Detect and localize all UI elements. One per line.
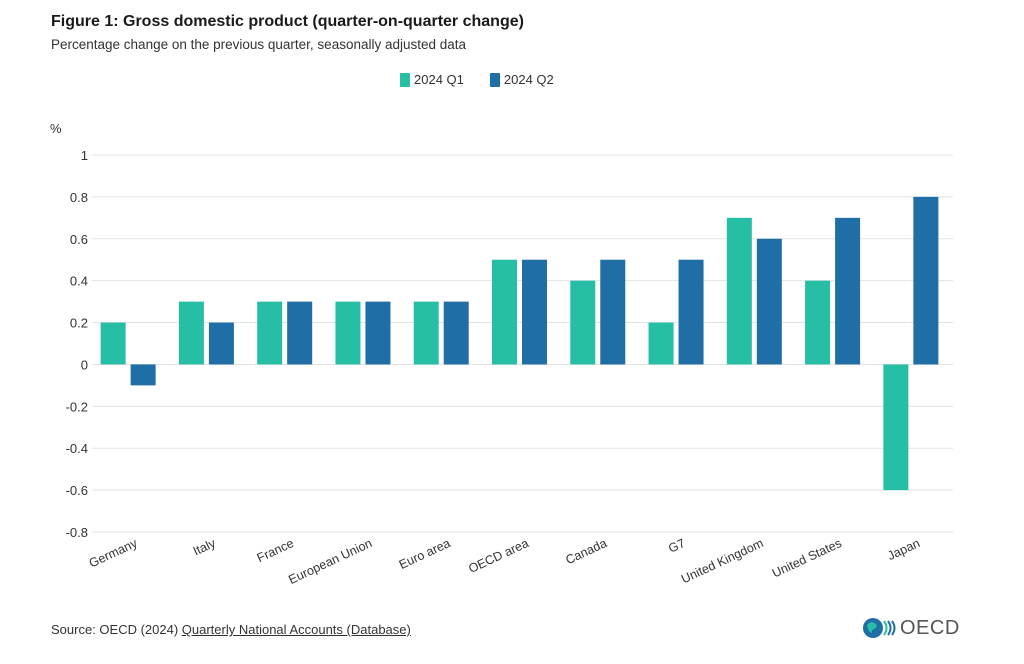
bar-q1: [413, 301, 439, 365]
x-tick-label: OECD area: [466, 536, 531, 576]
y-tick-label: -0.8: [66, 525, 88, 540]
legend-swatch-q2: [489, 72, 500, 87]
y-tick-label: -0.2: [66, 399, 88, 414]
chart-subtitle: Percentage change on the previous quarte…: [51, 37, 467, 52]
oecd-logo-text: OECD: [900, 616, 960, 639]
x-tick-label: Germany: [87, 536, 140, 571]
bar-q2: [130, 364, 156, 386]
source-note: Source: OECD (2024) Quarterly National A…: [51, 622, 411, 637]
globe-icon: [863, 618, 896, 638]
x-tick-label: European Union: [286, 536, 374, 587]
chart-title: Figure 1: Gross domestic product (quarte…: [51, 13, 524, 30]
y-tick-label: 1: [81, 148, 88, 163]
legend-label-q1: 2024 Q1: [414, 72, 464, 87]
bar-q1: [883, 364, 909, 491]
bar-q2: [208, 322, 234, 365]
bar-q2: [365, 301, 391, 365]
bar-q1: [805, 280, 831, 365]
bar-q2: [522, 259, 547, 365]
y-tick-label: -0.4: [66, 441, 88, 456]
y-tick-label: 0.6: [70, 232, 88, 247]
bar-q1: [178, 301, 204, 365]
legend-item-q2[interactable]: 2024 Q2: [489, 72, 554, 87]
x-tick-label: Japan: [885, 536, 922, 563]
bar-q2: [678, 259, 704, 365]
y-tick-label: 0: [81, 357, 88, 372]
y-tick-label: -0.6: [66, 483, 88, 498]
bar-q1: [100, 322, 126, 365]
y-tick-label: 0.8: [70, 190, 88, 205]
source-link[interactable]: Quarterly National Accounts (Database): [181, 622, 411, 637]
y-tick-label: 0.2: [70, 316, 88, 331]
bar-q1: [570, 280, 596, 365]
x-tick-label: United States: [770, 536, 844, 580]
y-tick-label: 0.4: [70, 274, 88, 289]
source-prefix: Source: OECD (2024): [51, 622, 182, 637]
legend-label-q2: 2024 Q2: [503, 72, 554, 87]
bar-q2: [600, 259, 626, 365]
bar-q1: [492, 259, 517, 365]
x-tick-label: Canada: [563, 536, 609, 567]
oecd-logo: OECD: [862, 616, 960, 640]
bar-q2: [756, 238, 782, 365]
x-tick-label: France: [255, 536, 296, 565]
legend: 2024 Q1 2024 Q2: [400, 72, 554, 87]
bar-q1: [257, 301, 283, 365]
x-tick-label: United Kingdom: [679, 536, 766, 586]
y-axis-unit-label: %: [50, 121, 62, 136]
x-tick-label: Euro area: [397, 536, 453, 572]
bar-q1: [648, 322, 674, 365]
legend-item-q1[interactable]: 2024 Q1: [400, 72, 464, 87]
legend-swatch-q1: [400, 72, 410, 87]
bar-q2: [287, 301, 313, 365]
bar-q2: [913, 196, 939, 365]
x-tick-label: G7: [666, 536, 687, 556]
bar-q1: [726, 217, 752, 365]
x-tick-label: Italy: [191, 536, 218, 559]
bar-q1: [335, 301, 361, 365]
bar-q2: [835, 217, 861, 365]
bar-q2: [443, 301, 469, 365]
